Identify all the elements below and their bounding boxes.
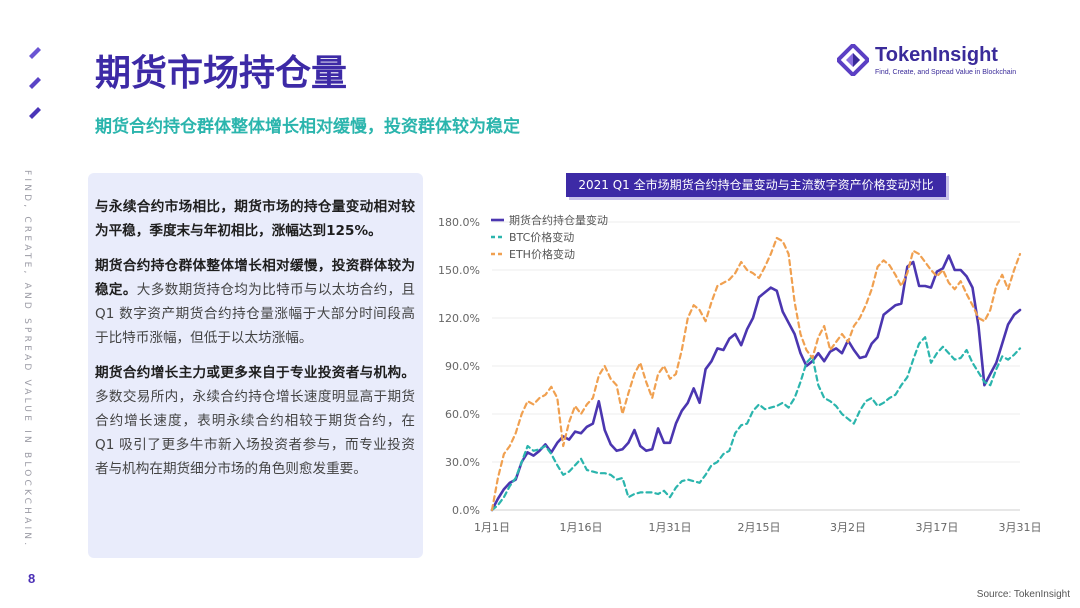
summary-p3-rest: 多数交易所内，永续合约持仓增长速度明显高于期货合约增长速度，表明永续合约相较于期… (95, 389, 415, 477)
y-tick-label: 30.0% (445, 456, 480, 469)
x-tick-label: 3月31日 (999, 521, 1042, 534)
source-note: Source: TokenInsight (976, 589, 1070, 600)
summary-paragraph-1: 与永续合约市场相比，期货市场的持仓量变动相对较为平稳，季度末与年初相比，涨幅达到… (95, 195, 415, 243)
legend-label: BTC价格变动 (509, 230, 574, 244)
y-tick-label: 60.0% (445, 408, 480, 421)
summary-p2-bold: 期货合约持仓群体整体增长相对缓慢，投资群体较为稳定。 (95, 258, 415, 298)
x-tick-label: 3月17日 (915, 521, 958, 534)
side-slogan: FIND, CREATE, AND SPREAD VALUE IN BLOCKC… (22, 170, 32, 549)
y-tick-label: 120.0% (438, 312, 480, 325)
x-tick-label: 2月15日 (737, 521, 780, 534)
line-chart: 0.0% 30.0% 60.0% 90.0% 120.0% 150.0% 180.0% 1月1… (438, 213, 1042, 534)
legend-label: 期货合约持仓量变动 (509, 213, 608, 227)
tokeninsight-logo-icon (837, 44, 869, 76)
summary-paragraph-3: 期货合约增长主力或更多来自于专业投资者与机构。多数交易所内，永续合约持仓增长速度… (95, 361, 415, 481)
series-line-0 (490, 254, 1022, 512)
tokeninsight-logo: TokenInsight Find, Create, and Spread Va… (835, 42, 1035, 82)
chevron-decor-icon (29, 47, 41, 59)
summary-p2-rest: 大多数期货持仓均为比特币与以太坊合约，且 Q1 数字资产期货合约持仓量涨幅于大部… (95, 282, 416, 346)
chevron-decor-icon (29, 77, 41, 89)
summary-text-box: 与永续合约市场相比，期货市场的持仓量变动相对较为平稳，季度末与年初相比，涨幅达到… (88, 173, 423, 558)
y-tick-label: 180.0% (438, 216, 480, 229)
y-tick-label: 90.0% (445, 360, 480, 373)
summary-p3-bold: 期货合约增长主力或更多来自于专业投资者与机构。 (95, 365, 415, 381)
x-tick-label: 1月1日 (474, 521, 510, 534)
x-tick-label: 3月2日 (830, 521, 866, 534)
logo-name: TokenInsight (875, 44, 998, 66)
chevron-decor-icon (29, 107, 41, 119)
page-subtitle: 期货合约持仓群体整体增长相对缓慢，投资群体较为稳定 (95, 117, 520, 137)
series-line-1 (490, 336, 1022, 512)
legend-label: ETH价格变动 (509, 247, 575, 261)
page-title: 期货市场持仓量 (95, 53, 348, 94)
series-line-2 (490, 236, 1022, 512)
y-tick-label: 150.0% (438, 264, 480, 277)
summary-paragraph-2: 期货合约持仓群体整体增长相对缓慢，投资群体较为稳定。大多数期货持仓均为比特币与以… (95, 254, 415, 350)
logo-tagline: Find, Create, and Spread Value in Blockc… (875, 69, 1017, 76)
page-number: 8 (28, 571, 36, 586)
summary-p1-text: 与永续合约市场相比，期货市场的持仓量变动相对较为平稳，季度末与年初相比，涨幅达到… (95, 199, 415, 239)
x-tick-label: 1月31日 (648, 521, 691, 534)
y-tick-label: 0.0% (452, 504, 480, 517)
chart-title: 2021 Q1 全市场期货合约持仓量变动与主流数字资产价格变动对比 (566, 173, 946, 197)
x-tick-label: 1月16日 (559, 521, 602, 534)
